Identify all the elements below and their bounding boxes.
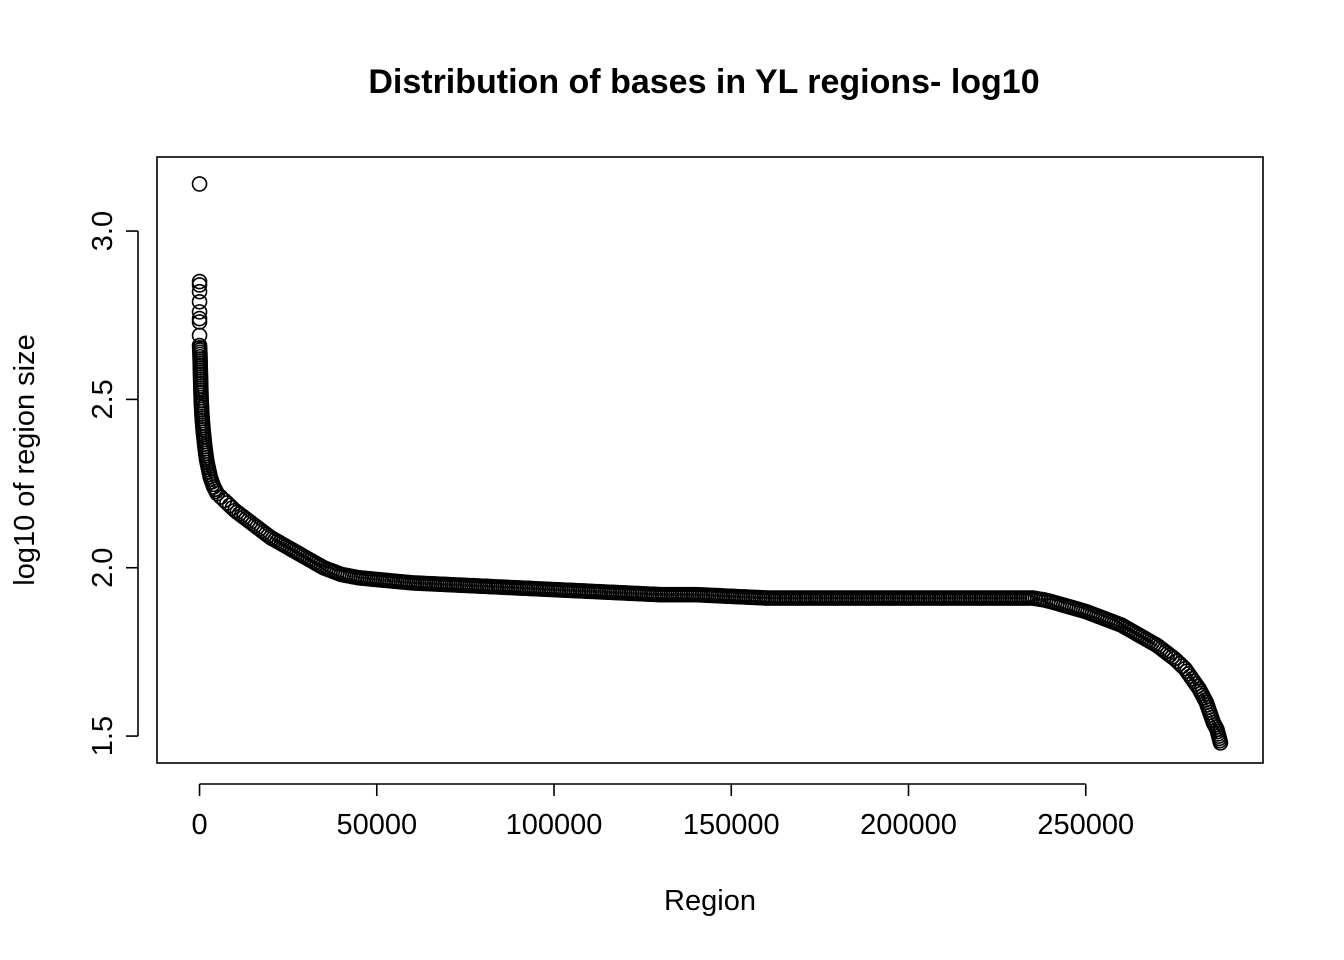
data-points [191,176,1229,751]
data-point [191,283,208,300]
x-axis: 0 50000 100000 150000 200000 250000 [191,783,1134,841]
data-point [191,304,208,320]
x-tick-label: 250000 [1037,809,1134,841]
chart-title: Distribution of bases in YL regions- log… [368,63,1039,101]
y-axis: 1.5 2.0 2.5 3.0 [87,211,139,756]
data-point [191,176,208,192]
x-axis-label: Region [664,885,756,917]
y-tick-label: 1.5 [87,716,119,756]
x-tick-label: 100000 [506,809,603,841]
y-tick-label: 3.0 [87,211,119,251]
x-tick-label: 150000 [683,809,780,841]
x-tick-label: 0 [191,809,207,841]
data-point [1212,734,1229,751]
data-point [191,277,208,293]
y-tick-label: 2.5 [87,379,119,419]
x-tick-label: 200000 [860,809,957,841]
y-tick-label: 2.0 [87,548,119,588]
data-point [191,314,208,330]
plot-frame [156,156,1264,764]
y-axis-label: log10 of region size [9,334,41,586]
data-point [191,293,208,310]
x-tick-label: 50000 [336,809,417,841]
